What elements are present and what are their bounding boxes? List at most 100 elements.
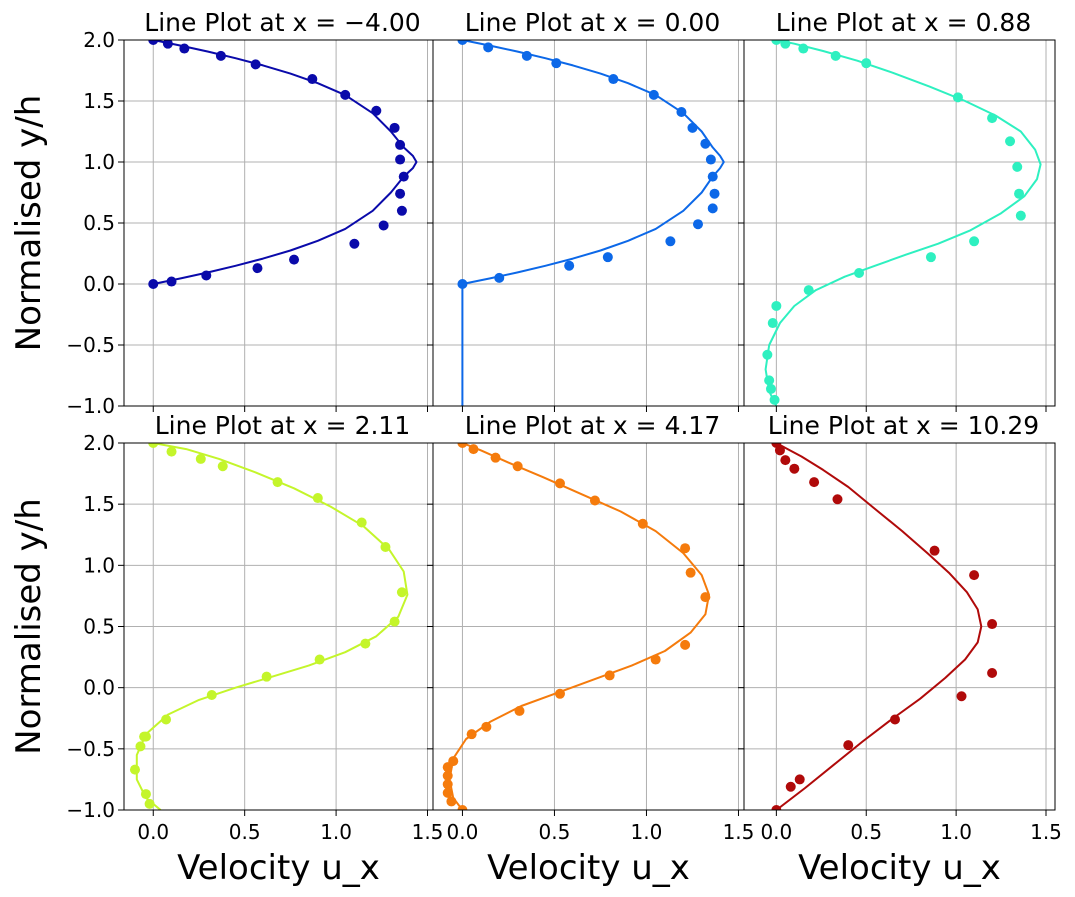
data-point xyxy=(987,667,998,678)
data-point xyxy=(551,58,562,69)
data-point xyxy=(780,455,791,466)
data-point xyxy=(398,171,409,182)
data-point xyxy=(380,541,391,552)
x-tick-label: 0.0 xyxy=(137,820,169,844)
data-point xyxy=(483,42,494,53)
data-point xyxy=(252,263,263,274)
data-point xyxy=(442,770,453,781)
panel-6: 0.0 0.5 1.0 1.5 Velocity u_x Line Plot at x =… xyxy=(738,411,1062,888)
y-tick-label: 1.0 xyxy=(83,553,115,577)
data-point xyxy=(803,285,814,296)
plot-area xyxy=(442,443,711,810)
x-tick-label: 1.5 xyxy=(723,820,755,844)
profile-line xyxy=(153,40,418,285)
data-point xyxy=(987,619,998,630)
data-point xyxy=(442,787,453,798)
data-point xyxy=(680,543,691,554)
data-point xyxy=(685,567,696,578)
data-point xyxy=(395,188,406,199)
y-tick-label: 1.5 xyxy=(83,89,115,113)
data-point xyxy=(608,74,619,85)
data-point xyxy=(700,138,711,149)
y-tick-label: 1.5 xyxy=(83,492,115,516)
data-point xyxy=(514,705,525,716)
data-point xyxy=(843,740,854,751)
plot-area xyxy=(148,40,418,289)
data-point xyxy=(692,219,703,230)
data-point xyxy=(1005,136,1016,147)
panel-3: Line Plot at x = 0.88 xyxy=(738,8,1056,412)
data-point xyxy=(490,452,501,463)
x-tick-label: 1.5 xyxy=(412,820,444,844)
y-tick-label: 2.0 xyxy=(83,431,115,455)
data-point xyxy=(162,40,173,49)
data-point xyxy=(854,268,865,279)
data-point xyxy=(554,688,565,699)
data-point xyxy=(1015,210,1026,221)
x-tick-label: 1.5 xyxy=(1030,820,1062,844)
data-point xyxy=(830,50,841,61)
data-point xyxy=(789,463,800,474)
panel-title: Line Plot at x = 4.17 xyxy=(465,411,720,440)
data-point xyxy=(389,616,400,627)
data-point xyxy=(360,638,371,649)
y-tick-label: −0.5 xyxy=(66,333,115,357)
data-point xyxy=(707,171,718,182)
panel-4: −1.0 −0.5 0.0 0.5 1.0 1.5 2.0 Normalised y/h 0.0… xyxy=(9,411,443,888)
data-point xyxy=(705,154,716,165)
data-point xyxy=(261,671,272,682)
data-point xyxy=(554,478,565,489)
y-tick-label: 2.0 xyxy=(83,28,115,52)
plot-area xyxy=(457,40,725,406)
data-point xyxy=(389,122,400,133)
data-point xyxy=(140,789,151,800)
data-point xyxy=(215,50,226,61)
data-point xyxy=(349,238,360,249)
data-point xyxy=(250,59,261,70)
data-point xyxy=(396,587,407,598)
data-point xyxy=(148,40,159,45)
data-point xyxy=(832,494,843,505)
data-point xyxy=(161,714,172,725)
data-point xyxy=(135,741,146,752)
data-point xyxy=(861,58,872,69)
x-tick-label: 0.0 xyxy=(760,820,792,844)
panel-title: Line Plot at x = 0.88 xyxy=(776,8,1031,37)
data-point xyxy=(166,276,177,287)
data-point xyxy=(512,461,523,472)
data-point xyxy=(340,89,351,100)
x-axis-label: Velocity u_x xyxy=(487,848,690,888)
data-point xyxy=(969,236,980,247)
data-point xyxy=(148,279,159,289)
data-point xyxy=(1014,188,1025,199)
x-tick-label: 1.0 xyxy=(940,820,972,844)
data-point xyxy=(179,43,190,54)
data-point xyxy=(129,764,140,775)
data-point xyxy=(687,122,698,133)
data-point xyxy=(809,477,820,488)
data-point xyxy=(602,252,613,263)
data-point xyxy=(457,443,468,448)
data-point xyxy=(780,40,791,49)
plot-area xyxy=(129,443,409,810)
data-point xyxy=(371,105,382,116)
y-tick-label: 0.0 xyxy=(83,676,115,700)
y-tick-label: 0.0 xyxy=(83,272,115,296)
data-point xyxy=(289,254,300,265)
data-point xyxy=(925,252,936,263)
x-tick-label: 0.5 xyxy=(850,820,882,844)
panel-title: Line Plot at x = 10.29 xyxy=(768,411,1039,440)
panel-5: 0.0 0.5 1.0 1.5 Velocity u_x Line Plot at x =… xyxy=(427,411,754,888)
data-point xyxy=(762,349,773,360)
data-point xyxy=(769,394,780,405)
data-point xyxy=(648,89,659,100)
data-point xyxy=(457,805,468,810)
data-point xyxy=(144,798,155,809)
data-point xyxy=(771,443,782,448)
panel-title: Line Plot at x = −4.00 xyxy=(144,8,420,37)
data-point xyxy=(767,318,778,329)
y-tick-label: −0.5 xyxy=(66,737,115,761)
data-point xyxy=(396,205,407,216)
data-point xyxy=(466,729,477,740)
